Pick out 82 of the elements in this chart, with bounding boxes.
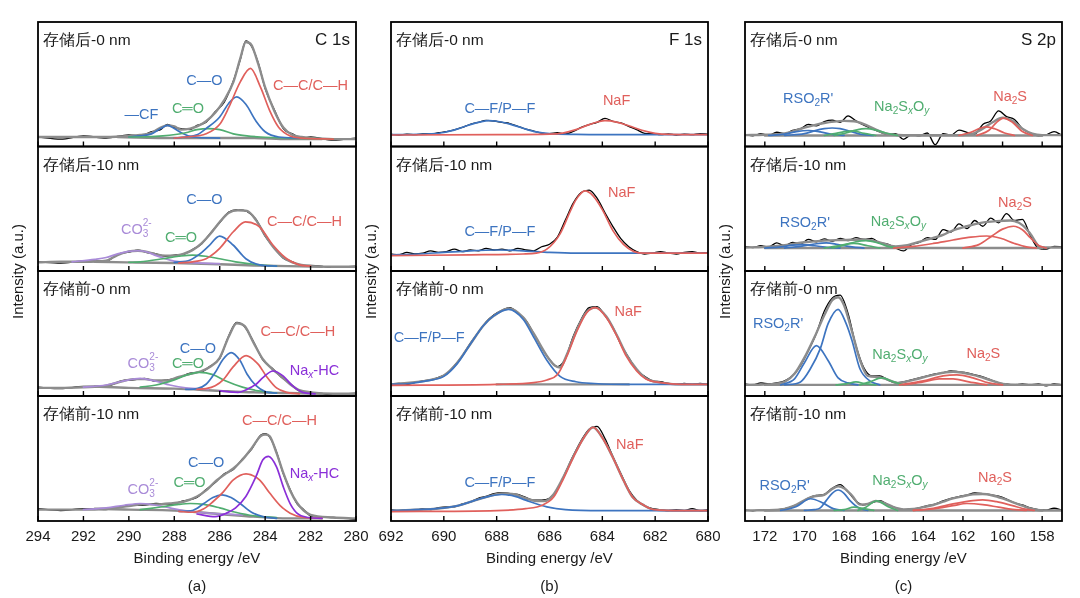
chart-title: 存储后-10 nm <box>396 155 493 172</box>
text: C—O <box>186 190 223 207</box>
series-label: NaF <box>607 183 636 200</box>
y-axis-title: Intensity (a.u.) <box>8 223 26 320</box>
series-label: —CF <box>124 105 159 122</box>
series-label: Na$_{2}$S$_{x}$O$_{y}$ <box>872 345 929 364</box>
series-label: RSO$_{2}$R' <box>783 89 834 108</box>
x-axis-title: Binding energy /eV <box>133 548 261 566</box>
chart-title: 存储前-10 nm <box>750 404 847 422</box>
chart-title: 存储后-0 nm <box>396 30 484 48</box>
series-label: C═O <box>173 473 206 490</box>
x-axis-title: Binding energy /eV <box>840 548 967 566</box>
chart-title: 存储后-0 nm <box>750 30 838 48</box>
x-tick-label: 164 <box>910 526 936 544</box>
x-tick-label: 160 <box>990 526 1016 544</box>
series-label: NaF <box>614 303 643 320</box>
x-tick-label: 690 <box>431 526 457 544</box>
chart-title: 存储前-10 nm <box>43 404 140 422</box>
text: (b) <box>540 576 559 594</box>
x-tick-label: 684 <box>589 526 615 544</box>
annotation: C 1s <box>315 29 350 49</box>
series-label: C—F/P—F <box>464 474 536 491</box>
series-label: Na$_{2}$S <box>978 469 1012 488</box>
x-tick-label: 158 <box>1029 526 1055 544</box>
text: F 1s <box>668 29 702 49</box>
series-label: C—F/P—F <box>464 99 536 116</box>
text: C—C/C—H <box>241 412 317 429</box>
chart-title: 存储前-0 nm <box>43 279 131 297</box>
x-tick-label: 168 <box>831 526 857 544</box>
x-tick-label: 162 <box>950 526 976 544</box>
text: (a) <box>187 576 207 594</box>
series-label: C═O <box>171 99 204 116</box>
series-label: Na$_{2}$S <box>993 87 1028 106</box>
x-tick-label: 688 <box>484 526 510 544</box>
x-tick-label: 682 <box>642 526 668 544</box>
chart-title: 存储前-10 nm <box>396 404 493 422</box>
series-label: NaF <box>602 91 631 108</box>
series-label: Na$_{2}$S$_{x}$O$_{y}$ <box>874 97 931 116</box>
series-label: C—O <box>179 340 217 357</box>
series-label: C—F/P—F <box>393 329 465 346</box>
x-tick-label: 286 <box>207 526 233 544</box>
x-tick-label: 692 <box>378 526 404 544</box>
x-tick-label: 172 <box>752 526 778 544</box>
chart-title: 存储前-0 nm <box>396 279 484 297</box>
chart-title: 存储后-10 nm <box>750 155 847 172</box>
series-label: C—C/C—H <box>260 322 336 339</box>
x-axis-title: Binding energy /eV <box>486 548 613 566</box>
x-tick-label: 280 <box>343 526 369 544</box>
series-label: C—O <box>186 71 223 88</box>
chart-title: 存储后-10 nm <box>43 155 140 172</box>
series-label: RSO$_{2}$R' <box>759 476 810 495</box>
x-tick-label: 290 <box>116 526 142 544</box>
text: S 2p <box>1021 29 1056 49</box>
series-label: C—C/C—H <box>266 212 342 229</box>
series-label: C—C/C—H <box>273 77 349 94</box>
chart-title: 存储前-0 nm <box>750 279 838 297</box>
x-tick-label: 292 <box>70 526 96 544</box>
y-axis-title: Intensity (a.u.) <box>361 223 379 320</box>
series-label: Na$_{x}$-HC <box>289 361 340 380</box>
series-label: Na$_{2}$S <box>998 194 1032 212</box>
x-tick-label: 680 <box>695 526 721 544</box>
series-label: C═O <box>165 229 198 246</box>
series-label: Na$_{x}$-HC <box>289 464 340 483</box>
series-label: RSO$_{2}$R' <box>779 213 831 232</box>
x-tick-label: 288 <box>161 526 187 544</box>
y-axis-title: Intensity (a.u.) <box>715 223 733 320</box>
series-label: Na$_{2}$S$_{x}$O$_{y}$ <box>872 471 929 490</box>
series-label: C—F/P—F <box>464 222 536 239</box>
series-label: C—O <box>187 453 225 470</box>
x-tick-label: 284 <box>252 526 278 544</box>
series-label: RSO$_{2}$R' <box>752 315 804 334</box>
x-tick-label: 170 <box>791 526 817 544</box>
chart-title: 存储后-0 nm <box>43 30 131 48</box>
text: (c) <box>894 576 913 594</box>
x-tick-label: 166 <box>871 526 897 544</box>
x-tick-label: 282 <box>298 526 324 544</box>
series-label: Na$_{2}$S <box>966 344 1001 363</box>
series-label: Na$_{2}$S$_{x}$O$_{y}$ <box>870 212 927 231</box>
series-label: NaF <box>616 436 644 453</box>
x-tick-label: 294 <box>25 526 51 544</box>
x-tick-label: 686 <box>536 526 563 544</box>
series-label: C═O <box>171 354 204 371</box>
